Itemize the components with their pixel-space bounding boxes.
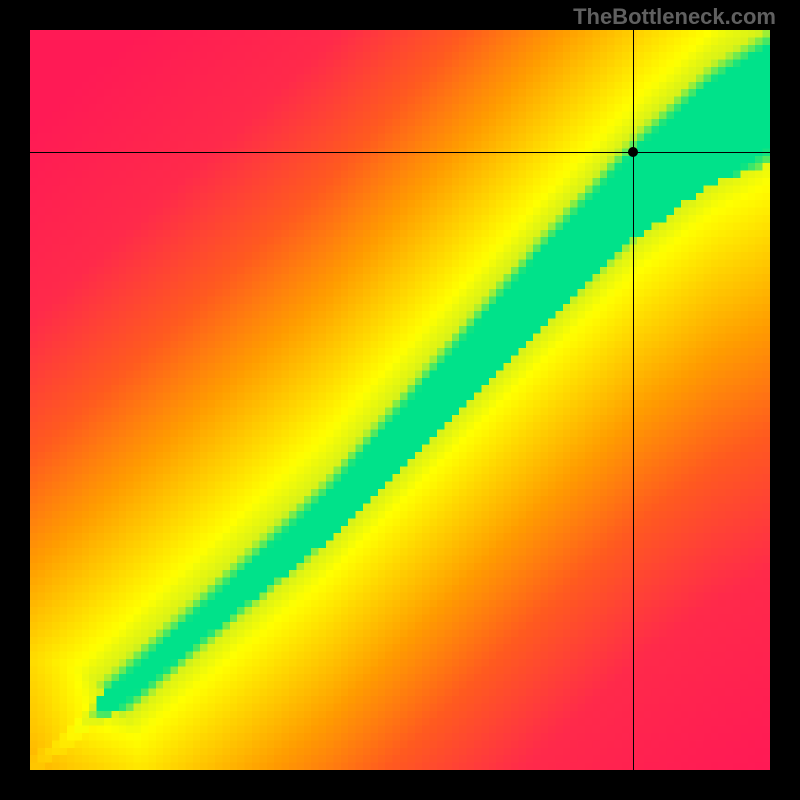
crosshair-vertical — [633, 30, 634, 770]
watermark-text: TheBottleneck.com — [573, 4, 776, 30]
heatmap-canvas — [30, 30, 770, 770]
plot-area — [30, 30, 770, 770]
crosshair-horizontal — [30, 152, 770, 153]
chart-container: TheBottleneck.com — [0, 0, 800, 800]
crosshair-marker — [628, 147, 638, 157]
